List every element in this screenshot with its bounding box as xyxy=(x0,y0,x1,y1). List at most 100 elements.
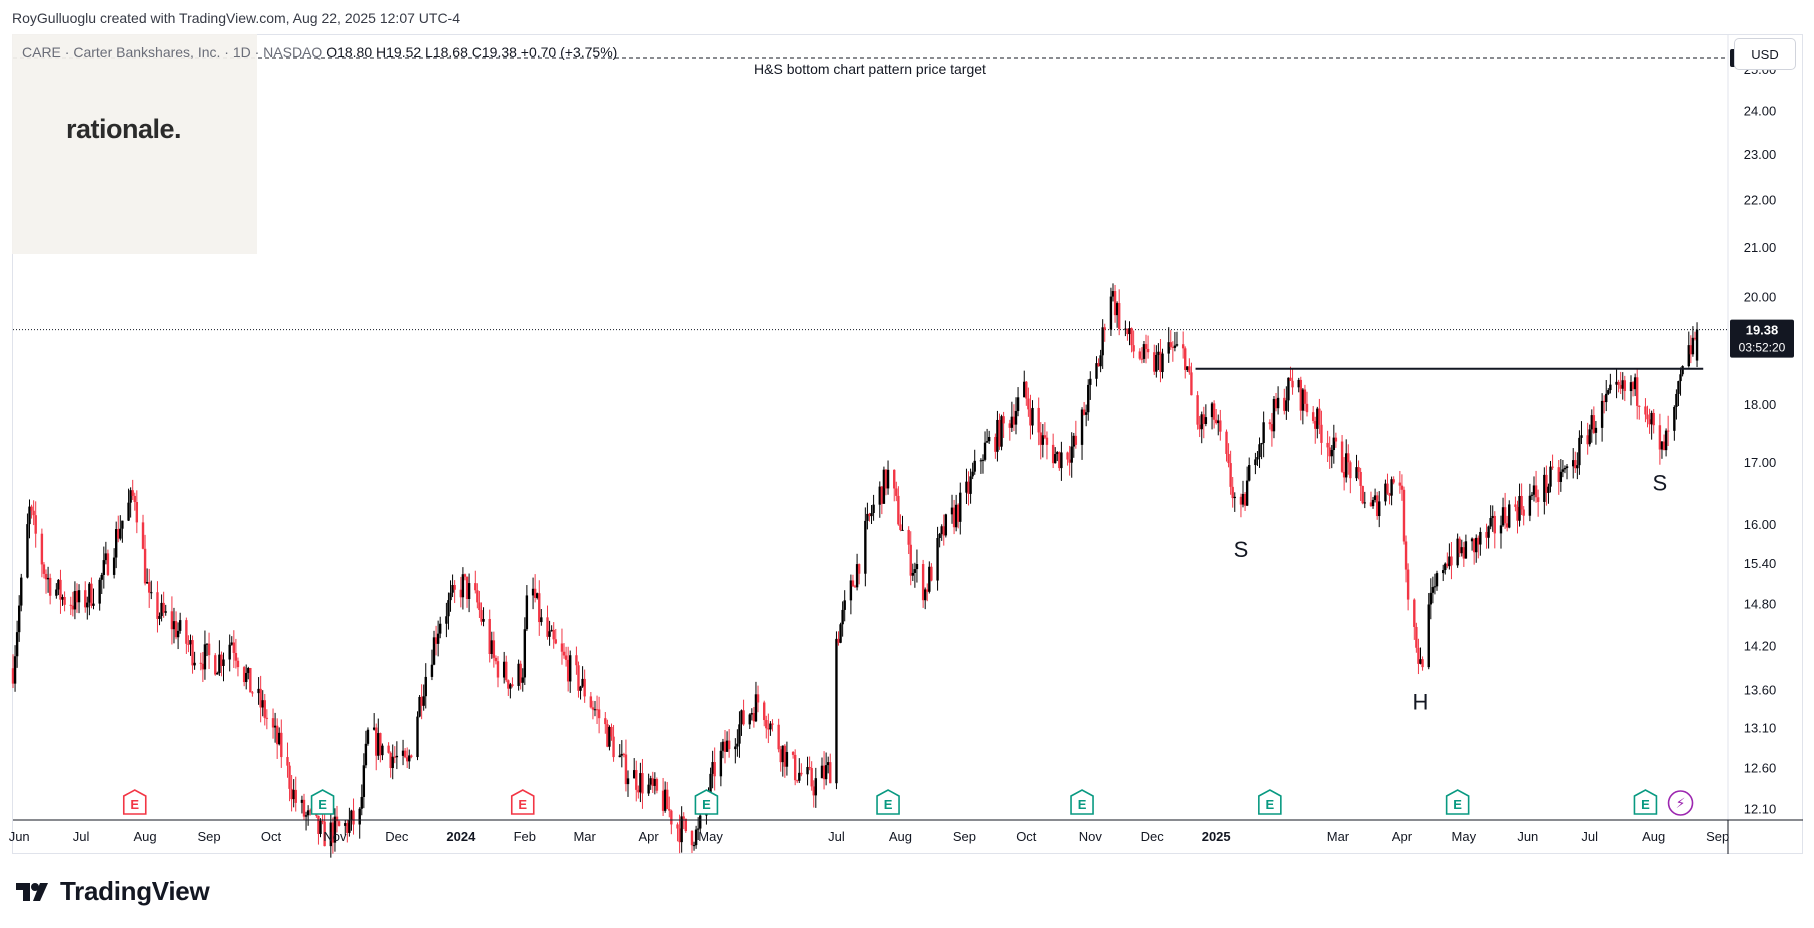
candle xyxy=(781,745,784,763)
earnings-icon[interactable]: E xyxy=(876,789,900,815)
candle xyxy=(1029,409,1032,426)
candle xyxy=(1638,405,1641,407)
candle xyxy=(740,710,743,725)
tradingview-logo[interactable]: TradingView xyxy=(14,876,210,907)
candle xyxy=(63,596,66,605)
candle xyxy=(1068,459,1071,463)
earnings-icon[interactable]: E xyxy=(694,789,719,815)
candle xyxy=(835,638,838,784)
candle xyxy=(1617,381,1620,385)
candle xyxy=(92,603,95,606)
candle xyxy=(90,583,93,606)
candle xyxy=(1332,437,1336,451)
candle xyxy=(913,569,917,573)
candle xyxy=(1181,344,1185,349)
candle xyxy=(1124,328,1127,330)
candle xyxy=(1198,424,1201,430)
candle xyxy=(1128,328,1131,335)
candle xyxy=(218,654,221,673)
candle xyxy=(176,630,180,638)
earnings-icon[interactable]: E xyxy=(1633,789,1658,815)
candle xyxy=(1545,474,1548,493)
candle xyxy=(639,773,642,793)
currency-button[interactable]: USD xyxy=(1734,38,1796,70)
candle xyxy=(102,560,106,575)
candle xyxy=(624,754,628,785)
candle xyxy=(1499,525,1503,534)
candle xyxy=(1051,444,1055,464)
candle xyxy=(796,780,799,782)
candle xyxy=(507,680,510,689)
candle xyxy=(178,620,182,631)
candle xyxy=(653,779,657,786)
candle xyxy=(812,786,815,796)
candle xyxy=(1402,489,1406,542)
candle xyxy=(375,727,378,756)
candle xyxy=(127,502,130,521)
candle xyxy=(214,655,217,675)
candle xyxy=(1082,409,1086,415)
earnings-icon[interactable]: E xyxy=(1070,789,1094,815)
candle xyxy=(837,638,840,643)
earnings-icon[interactable]: E xyxy=(310,789,335,815)
candle xyxy=(1214,419,1218,424)
candle xyxy=(533,588,537,598)
candle xyxy=(418,696,421,717)
candle xyxy=(172,621,176,630)
candle xyxy=(11,668,15,684)
candle xyxy=(401,750,405,756)
candle xyxy=(591,707,595,710)
earnings-icon[interactable]: E xyxy=(122,789,147,815)
candle xyxy=(711,762,714,774)
candle xyxy=(604,718,607,725)
earnings-icon[interactable]: E xyxy=(510,789,535,815)
candle xyxy=(461,574,465,598)
candle xyxy=(851,580,855,587)
candle xyxy=(174,621,178,638)
candle xyxy=(546,617,549,637)
candle xyxy=(606,724,609,747)
candle xyxy=(1450,556,1453,566)
candle xyxy=(1002,416,1005,424)
candle xyxy=(416,716,419,758)
time-tick-label: Apr xyxy=(639,829,660,844)
symbol-legend[interactable]: CARE · Carter Bankshares, Inc. · 1D · NA… xyxy=(22,44,617,60)
candle xyxy=(98,579,101,604)
candle xyxy=(1505,523,1509,528)
candle xyxy=(1522,509,1525,516)
candle xyxy=(1320,424,1323,443)
dividend-icon[interactable]: ⚡ xyxy=(1667,790,1694,816)
candle xyxy=(1146,348,1150,353)
earnings-badge xyxy=(122,789,147,815)
time-tick-label: Nov xyxy=(1079,829,1103,844)
candle xyxy=(490,640,493,654)
candle xyxy=(1406,569,1410,600)
candle xyxy=(566,659,570,682)
candle xyxy=(1314,420,1317,429)
candle xyxy=(641,773,644,794)
candle xyxy=(734,746,737,750)
candle xyxy=(1334,437,1338,442)
candle xyxy=(1186,366,1189,370)
candle xyxy=(1487,526,1490,538)
earnings-icon[interactable]: E xyxy=(1445,789,1470,815)
candle xyxy=(143,548,147,584)
time-tick-label: Jul xyxy=(828,829,845,844)
candle xyxy=(954,504,958,528)
candle xyxy=(216,672,219,675)
candle xyxy=(940,526,943,534)
candle xyxy=(1650,412,1653,425)
candle xyxy=(583,678,586,697)
candle xyxy=(447,600,450,617)
candle xyxy=(1404,541,1408,570)
candle xyxy=(1687,345,1690,367)
earnings-icon[interactable]: E xyxy=(1258,789,1282,815)
candle xyxy=(420,696,423,706)
candle xyxy=(1631,382,1635,390)
candle xyxy=(655,779,659,791)
candle xyxy=(121,520,124,529)
candle xyxy=(575,655,578,666)
candle xyxy=(275,725,279,745)
candle xyxy=(1349,462,1352,479)
